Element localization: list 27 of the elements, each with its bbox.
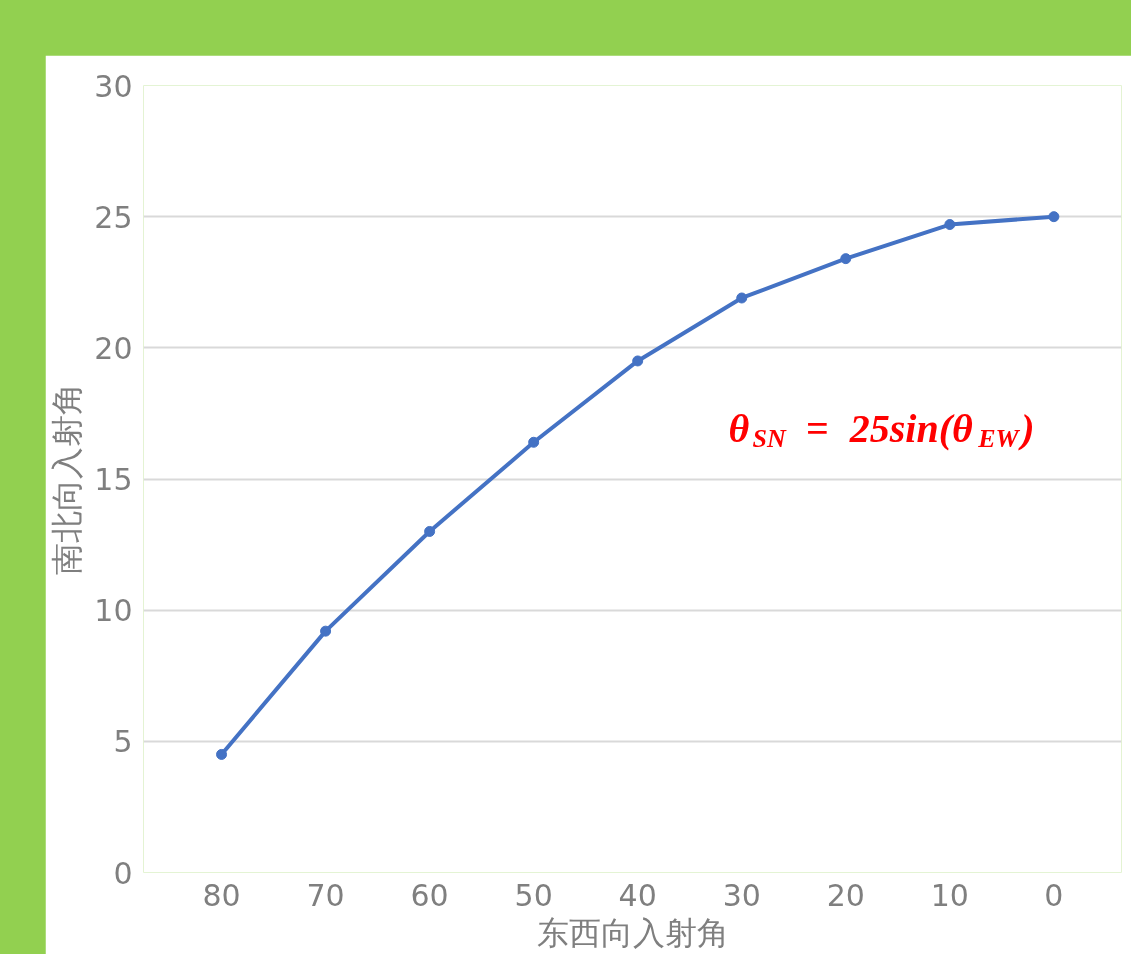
point — [1048, 211, 1060, 223]
x-tick-label: 60 — [410, 877, 449, 913]
x-tick-label: 10 — [930, 877, 969, 913]
point — [944, 219, 956, 231]
x-tick-label: 20 — [826, 877, 865, 913]
y-axis-title: 南北向入射角 — [48, 383, 87, 575]
y-tick-label: 10 — [94, 593, 133, 629]
point — [320, 625, 332, 637]
y-tick-label: 20 — [94, 330, 133, 366]
y-tick-label: 5 — [113, 724, 133, 760]
x-tick-label: 50 — [514, 877, 553, 913]
point — [840, 253, 852, 265]
x-tick-label: 30 — [722, 877, 761, 913]
y-tick-label: 15 — [94, 462, 133, 497]
x-tick-label: 80 — [202, 877, 241, 913]
point — [424, 525, 436, 537]
y-tick-label: 0 — [113, 855, 133, 891]
point — [216, 748, 228, 760]
y-tick-label: 25 — [94, 199, 133, 235]
x-tick-label: 70 — [306, 877, 345, 913]
x-tick-label: 40 — [618, 877, 657, 913]
x-tick-label: 0 — [1044, 877, 1064, 913]
y-tick-label: 30 — [94, 68, 133, 104]
x-axis-title: 东西向入射角 — [536, 913, 729, 952]
point — [528, 436, 540, 448]
point — [736, 292, 748, 304]
point — [632, 355, 644, 367]
